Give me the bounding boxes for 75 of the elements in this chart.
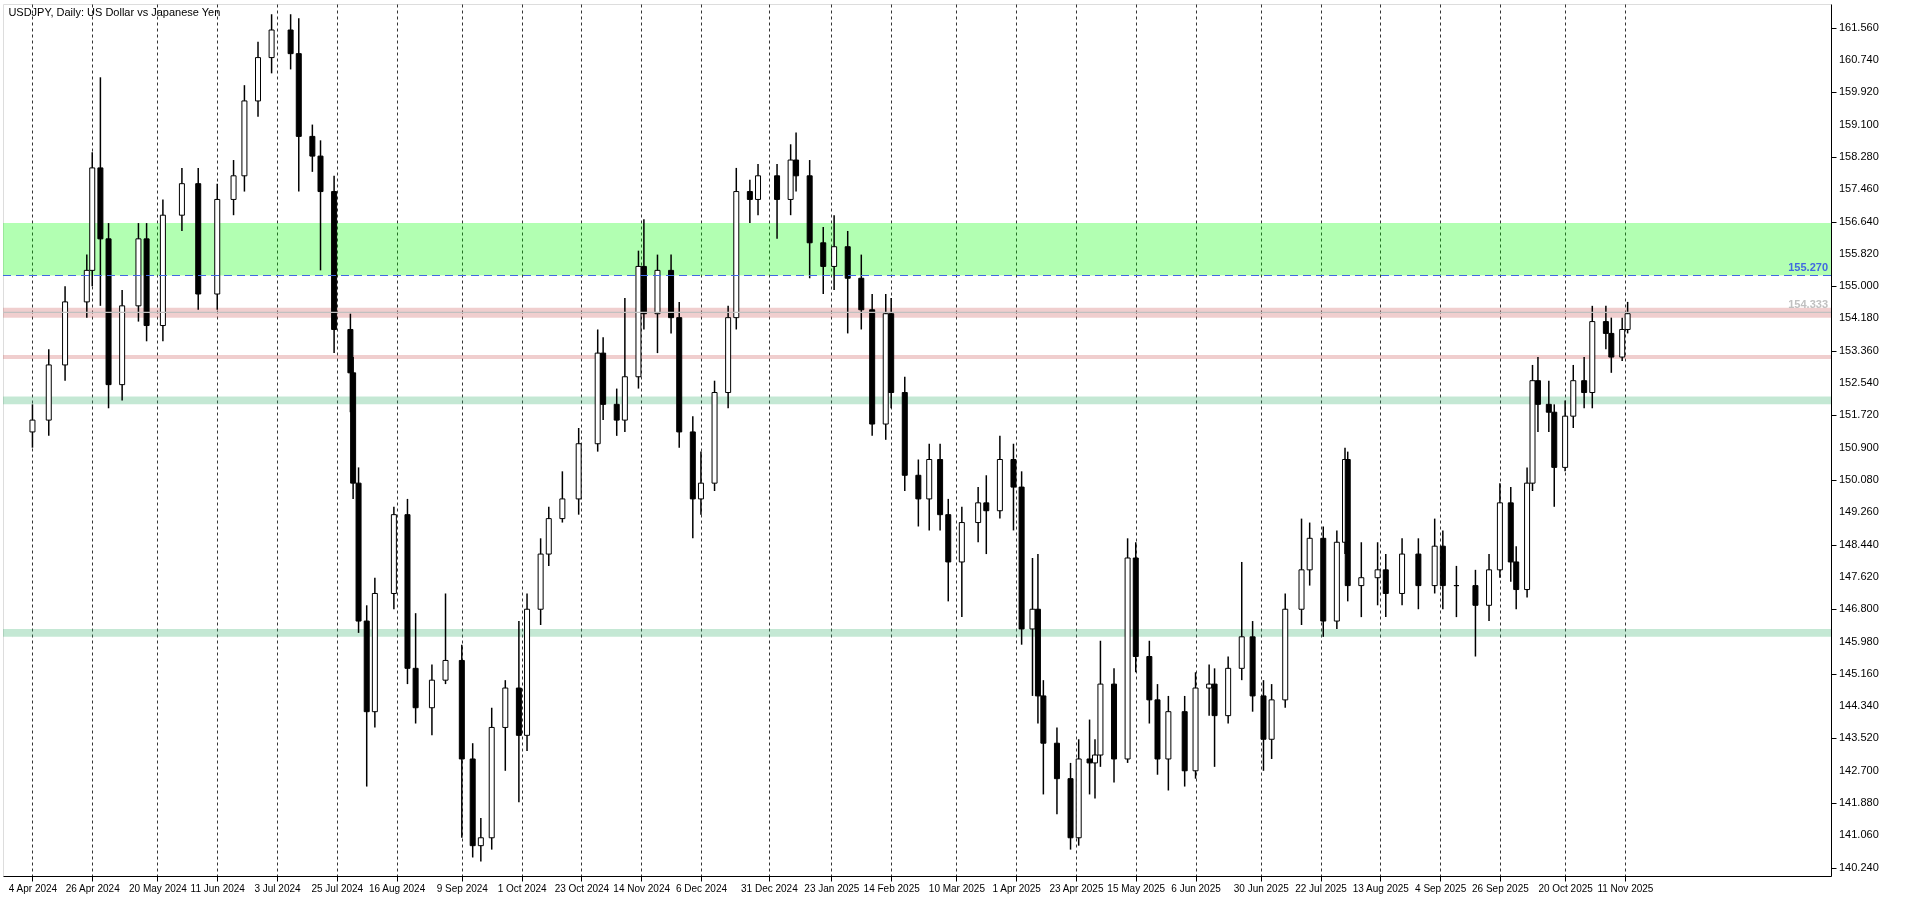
candlestick (983, 474, 990, 555)
ref-line-label: 154.333 (1788, 298, 1828, 311)
y-tick-label: 142.700 (1839, 763, 1879, 776)
y-tick-label: 160.740 (1839, 52, 1879, 65)
y-tick-label: 159.920 (1839, 85, 1879, 98)
x-tick-label: 6 Jun 2025 (1171, 882, 1222, 894)
x-tick-label: 11 Nov 2025 (1597, 882, 1654, 894)
y-tick-label: 148.440 (1839, 537, 1879, 550)
candlestick (1358, 541, 1365, 618)
candlestick (1374, 541, 1381, 607)
candlestick (774, 163, 781, 240)
x-tick-label: 23 Apr 2025 (1049, 882, 1104, 894)
y-tick-label: 141.880 (1839, 796, 1879, 809)
candlestick (230, 159, 237, 216)
y-tick-label: 157.460 (1839, 182, 1879, 195)
candlestick (1472, 569, 1479, 658)
y-tick-label: 158.280 (1839, 149, 1879, 162)
x-tick-label: 4 Sep 2025 (1415, 882, 1467, 894)
y-tick-label: 147.620 (1839, 569, 1879, 582)
x-tick-label: 9 Sep 2024 (436, 882, 489, 894)
x-tick-label: 6 Dec 2024 (675, 882, 728, 894)
x-tick-label: 20 May 2024 (129, 882, 188, 894)
x-tick-label: 31 Dec 2024 (741, 882, 799, 894)
candlestick (1382, 553, 1389, 618)
x-tick-label: 1 Apr 2025 (992, 882, 1042, 894)
candlestick (915, 458, 922, 528)
x-tick-label: 1 Oct 2024 (497, 882, 547, 894)
x-tick-label: 25 Jul 2024 (311, 882, 364, 894)
candlestick (975, 486, 982, 543)
chart-title: USDJPY, Daily: US Dollar vs Japanese Yen (8, 6, 221, 18)
y-tick-label: 150.080 (1839, 472, 1879, 485)
y-tick-label: 144.340 (1839, 699, 1879, 712)
x-tick-label: 23 Oct 2024 (554, 882, 610, 894)
y-tick-label: 161.560 (1839, 20, 1879, 33)
candlestick (559, 470, 566, 524)
candlestick (820, 226, 827, 295)
y-tick-label: 155.000 (1839, 279, 1879, 292)
x-tick-label: 10 Mar 2025 (928, 882, 986, 894)
y-tick-label: 146.800 (1839, 602, 1879, 615)
candlestick (477, 817, 484, 863)
x-tick-label: 22 Jul 2025 (1295, 882, 1348, 894)
x-tick-label: 30 Jun 2025 (1233, 882, 1290, 894)
x-tick-label: 15 May 2025 (1107, 882, 1166, 894)
y-tick-label: 141.060 (1839, 828, 1879, 841)
x-tick-label: 14 Feb 2025 (863, 882, 921, 894)
y-tick-label: 152.540 (1839, 376, 1879, 389)
y-tick-label: 145.160 (1839, 666, 1879, 679)
ref-line-label: 155.270 (1788, 261, 1828, 274)
y-tick-label: 145.980 (1839, 634, 1879, 647)
candlestick (613, 387, 620, 437)
x-tick-label: 13 Aug 2025 (1352, 882, 1410, 894)
y-tick-label: 143.520 (1839, 731, 1879, 744)
x-tick-label: 20 Oct 2025 (1538, 882, 1594, 894)
y-tick-label: 153.360 (1839, 343, 1879, 356)
x-tick-label: 16 Aug 2024 (369, 882, 426, 894)
candlestick (287, 13, 294, 71)
candlestick (442, 592, 449, 685)
y-tick-label: 149.260 (1839, 505, 1879, 518)
y-tick-label: 154.180 (1839, 311, 1879, 324)
x-tick-label: 11 Jun 2024 (190, 882, 246, 894)
candlestick (755, 163, 762, 216)
y-tick-label: 151.720 (1839, 408, 1879, 421)
y-tick-label: 156.640 (1839, 214, 1879, 227)
y-tick-label: 155.820 (1839, 246, 1879, 259)
x-tick-label: 3 Jul 2024 (254, 882, 302, 894)
candlestick (746, 178, 753, 224)
x-tick-label: 4 Apr 2024 (8, 882, 58, 894)
candlestick (1581, 356, 1588, 410)
y-tick-label: 140.240 (1839, 860, 1879, 873)
x-tick-label: 26 Apr 2024 (65, 882, 121, 894)
y-tick-label: 159.100 (1839, 117, 1879, 130)
x-tick-label: 14 Nov 2024 (613, 882, 671, 894)
x-tick-label: 23 Jan 2025 (804, 882, 860, 894)
x-tick-label: 26 Sep 2025 (1472, 882, 1530, 894)
y-tick-label: 150.900 (1839, 440, 1879, 453)
